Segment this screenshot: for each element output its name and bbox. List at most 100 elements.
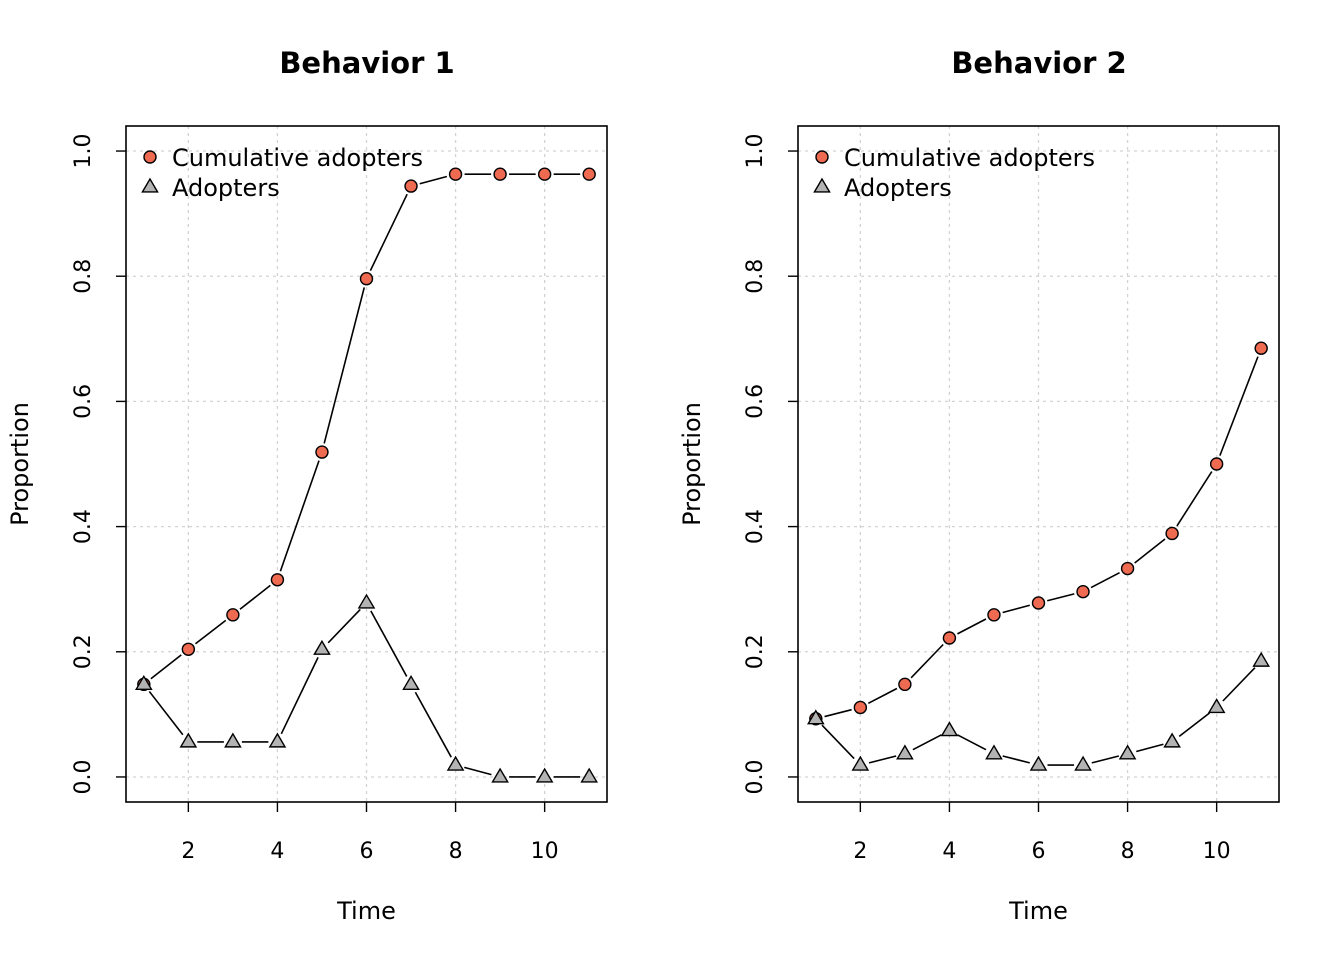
series-line-segment	[323, 287, 366, 444]
point-circle	[1076, 584, 1090, 599]
point-circle	[1031, 596, 1046, 610]
point-circle	[1165, 526, 1179, 541]
point-triangle	[1207, 698, 1226, 714]
point-triangle	[134, 674, 153, 690]
x-tick-label: 6	[1032, 839, 1046, 864]
series-line-segment	[1002, 604, 1031, 614]
series-line-segment	[370, 610, 408, 677]
legend-marker-circle	[143, 150, 157, 164]
y-tick-label: 1.0	[743, 134, 768, 169]
chart-title: Behavior 2	[951, 46, 1126, 80]
x-tick-label: 4	[942, 839, 956, 864]
x-tick-label: 10	[531, 839, 559, 864]
series-line-segment	[148, 690, 184, 736]
series-line-segment	[194, 619, 227, 645]
series-line-segment	[1136, 743, 1164, 753]
y-tick-label: 0.6	[71, 384, 96, 419]
point-triangle	[491, 767, 509, 783]
point-triangle	[1118, 744, 1137, 760]
point-triangle	[268, 732, 287, 748]
point-triangle	[1163, 732, 1181, 748]
legend-label: Adopters	[844, 174, 952, 202]
x-tick-label: 4	[270, 839, 284, 864]
point-triangle	[940, 721, 959, 737]
point-circle	[582, 167, 596, 181]
series-line-segment	[327, 608, 361, 644]
y-tick-label: 0.0	[71, 759, 96, 794]
series-line-segment	[279, 460, 320, 572]
point-triangle	[1029, 755, 1048, 771]
series-line-segment	[821, 724, 855, 760]
x-tick-label: 6	[360, 839, 374, 864]
point-triangle	[446, 755, 465, 771]
series-line-segment	[868, 755, 897, 764]
y-tick-label: 0.8	[743, 259, 768, 294]
legend-marker-triangle	[141, 177, 159, 193]
series-line-segment	[239, 584, 271, 610]
series-line-segment	[1047, 593, 1075, 602]
point-circle	[1120, 561, 1135, 576]
x-tick-label: 8	[449, 839, 463, 864]
point-circle	[270, 573, 285, 587]
point-circle	[315, 445, 329, 459]
y-tick-label: 0.2	[743, 634, 768, 669]
chart-title: Behavior 1	[279, 46, 454, 80]
point-circle	[898, 677, 912, 692]
y-tick-label: 0.4	[743, 509, 768, 544]
series-line-segment	[1176, 471, 1213, 527]
x-tick-label: 2	[853, 839, 867, 864]
point-circle	[1254, 341, 1268, 355]
series-line-segment	[419, 175, 448, 185]
point-triangle	[402, 674, 420, 690]
point-circle	[226, 608, 240, 622]
x-axis-label: Time	[1008, 897, 1068, 925]
x-tick-label: 8	[1121, 839, 1135, 864]
legend-label: Cumulative adopters	[844, 144, 1095, 172]
point-triangle	[357, 593, 376, 609]
point-circle	[942, 631, 957, 645]
series-line-segment	[1134, 538, 1166, 564]
series-line-segment	[1222, 667, 1256, 702]
legend-label: Cumulative adopters	[172, 144, 423, 172]
y-tick-label: 0.6	[743, 384, 768, 419]
y-tick-label: 1.0	[71, 134, 96, 169]
point-triangle	[313, 639, 331, 655]
point-triangle	[179, 732, 198, 748]
point-circle	[853, 700, 868, 715]
y-axis-label: Proportion	[6, 402, 34, 526]
point-triangle	[896, 744, 914, 760]
point-circle	[537, 167, 552, 181]
x-tick-label: 10	[1203, 839, 1231, 864]
point-circle	[493, 167, 507, 181]
series-line-segment	[910, 643, 944, 679]
point-triangle	[985, 744, 1003, 760]
series-line-segment	[957, 618, 987, 635]
series-line-segment	[280, 657, 319, 735]
legend-marker-circle	[815, 150, 829, 164]
point-triangle	[535, 767, 554, 783]
point-triangle	[806, 709, 825, 725]
series-line-segment	[414, 691, 452, 758]
series-line-segment	[912, 734, 942, 751]
point-circle	[181, 642, 196, 656]
chart-panel-2: Behavior 2 2 4 6 8 10 0.0 0.2 0.4 0.6 0.8 1.0 Time Pr…	[678, 46, 1280, 925]
point-circle	[359, 272, 374, 286]
series-line-segment	[464, 766, 492, 776]
point-circle	[987, 608, 1001, 622]
point-triangle	[851, 755, 870, 771]
point-triangle	[1074, 755, 1092, 771]
x-tick-label: 2	[181, 839, 195, 864]
series-line-segment	[1178, 712, 1211, 738]
y-tick-label: 0.4	[71, 509, 96, 544]
point-circle	[1209, 457, 1224, 471]
legend-label: Adopters	[172, 174, 280, 202]
series-line-segment	[824, 708, 852, 718]
point-triangle	[224, 732, 242, 748]
series-line-segment	[867, 687, 898, 705]
y-tick-label: 0.8	[71, 259, 96, 294]
series-line-segment	[1090, 571, 1120, 589]
y-axis-label: Proportion	[678, 402, 706, 526]
